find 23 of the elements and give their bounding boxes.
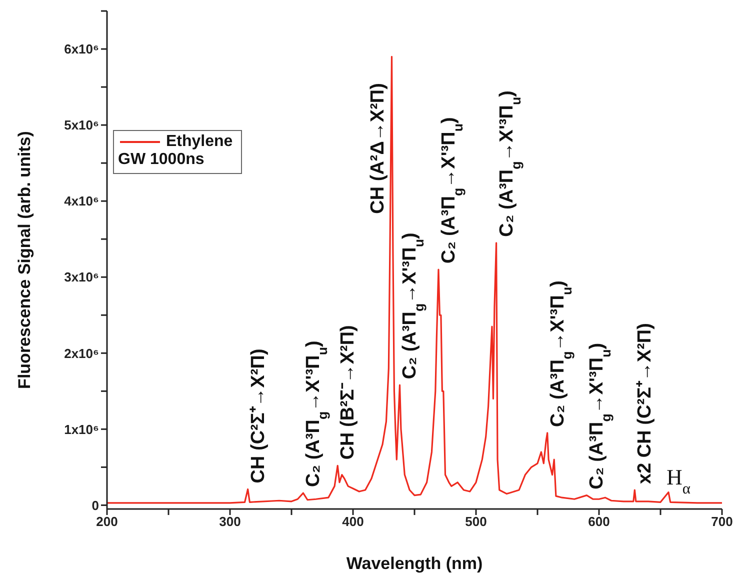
y-tick-label: 6x10⁶ — [64, 42, 100, 57]
annotation: CH (A²Δ→X²Π) — [368, 83, 389, 214]
x-tick-label: 700 — [711, 514, 733, 530]
y-tick-label: 0 — [92, 498, 99, 513]
x-tick-label: 600 — [588, 514, 610, 530]
annotation: CH (C²Σ⁺→X²Π) — [248, 348, 269, 484]
x-tick-label: 400 — [342, 514, 364, 530]
annotation: x2 CH (C²Σ⁺→X²Π) — [634, 323, 656, 484]
legend-label: Ethylene — [166, 133, 233, 151]
y-axis-title: Fluorescence Signal (arb. units) — [15, 131, 34, 389]
line-series — [107, 56, 722, 504]
annotation: CH (B²Σ⁻→X²Π) — [338, 325, 359, 460]
y-tick-label: 4x10⁶ — [64, 194, 100, 209]
x-tick-label: 300 — [219, 514, 241, 530]
y-tick-label: 2x10⁶ — [64, 346, 100, 361]
y-tick-label: 5x10⁶ — [64, 118, 100, 133]
y-tick-label: 1x10⁶ — [64, 422, 100, 437]
x-tick-label: 500 — [465, 514, 487, 530]
y-tick-label: 3x10⁶ — [64, 270, 100, 285]
annotation: H$_{α}$ — [666, 464, 690, 497]
legend-title: GW 1000ns — [118, 151, 206, 169]
x-axis-title: Wavelength (nm) — [346, 554, 483, 573]
x-tick-label: 200 — [96, 514, 118, 530]
